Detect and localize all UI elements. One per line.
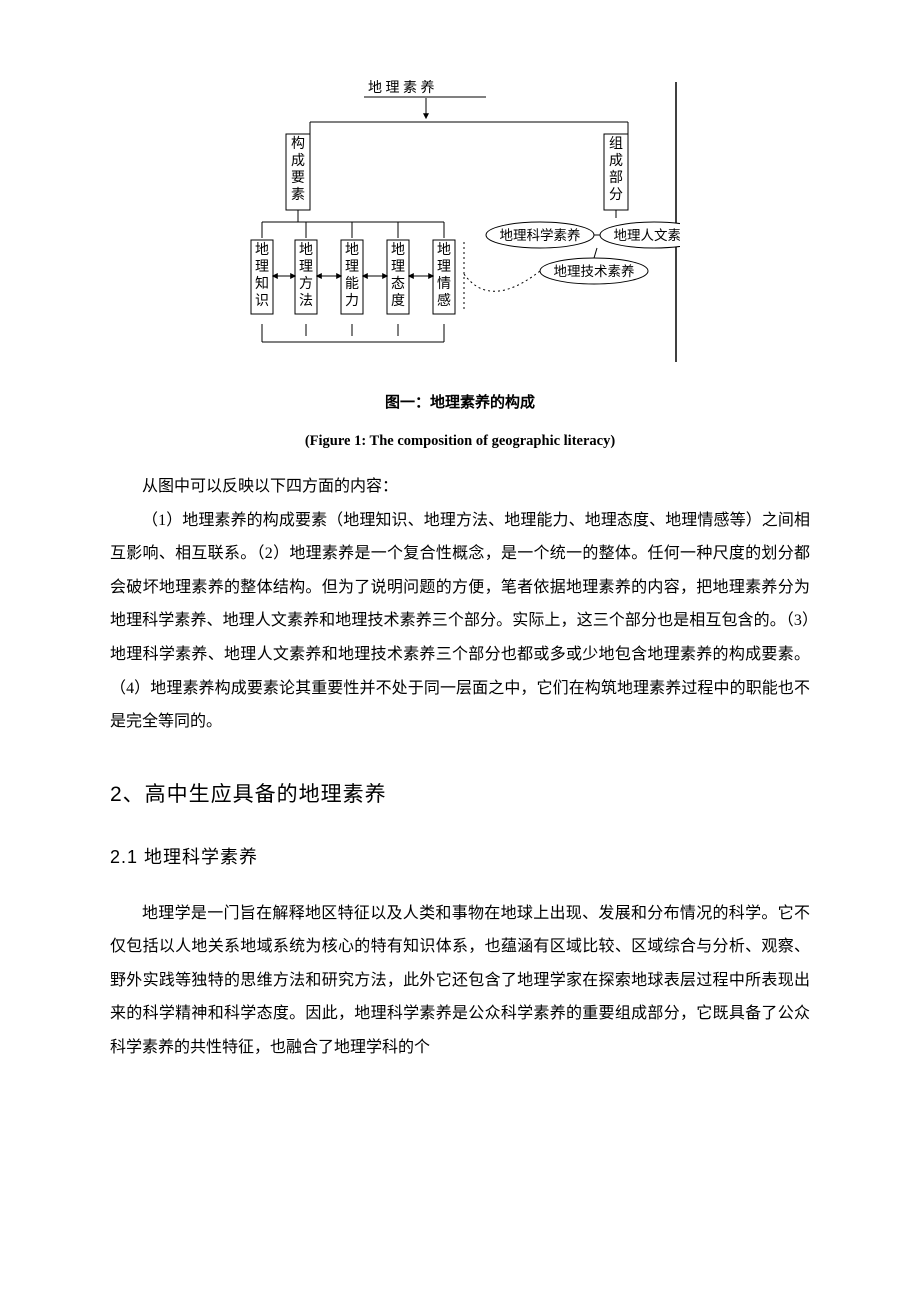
svg-text:地: 地 [391, 242, 405, 258]
section-paragraph: 地理学是一门旨在解释地区特征以及人类和事物在地球上出现、发展和分布情况的科学。它… [110, 897, 810, 1065]
diagram-container: 地 理 素 养构成要素组成部分地理知识地理方法地理能力地理态度地理情感地理科学素… [110, 80, 810, 370]
section-heading-2: 2、高中生应具备的地理素养 [110, 773, 810, 817]
svg-text:理: 理 [299, 260, 313, 275]
svg-text:地: 地 [299, 242, 313, 258]
svg-text:方: 方 [299, 276, 313, 292]
svg-text:地: 地 [255, 242, 269, 258]
svg-text:理: 理 [391, 260, 405, 275]
svg-text:部: 部 [609, 170, 623, 186]
composition-diagram: 地 理 素 养构成要素组成部分地理知识地理方法地理能力地理态度地理情感地理科学素… [240, 80, 680, 370]
svg-text:理: 理 [345, 260, 359, 275]
svg-text:感: 感 [437, 292, 451, 309]
figure-caption-en: (Figure 1: The composition of geographic… [110, 426, 810, 456]
svg-text:地 理 素 养: 地 理 素 养 [368, 80, 435, 96]
svg-text:情: 情 [437, 276, 451, 292]
svg-text:识: 识 [255, 293, 269, 309]
svg-text:地: 地 [437, 242, 451, 258]
svg-text:理: 理 [437, 260, 451, 275]
intro-line: 从图中可以反映以下四方面的内容： [110, 470, 810, 504]
svg-text:成: 成 [291, 153, 305, 169]
svg-text:理: 理 [255, 260, 269, 275]
svg-text:地理技术素养: 地理技术素养 [554, 264, 635, 279]
svg-text:能: 能 [345, 276, 359, 292]
svg-text:地理科学素养: 地理科学素养 [500, 228, 581, 243]
svg-text:态: 态 [391, 276, 405, 292]
svg-text:度: 度 [391, 293, 405, 309]
svg-text:分: 分 [609, 187, 623, 203]
svg-text:知: 知 [255, 275, 269, 292]
svg-text:地: 地 [345, 242, 359, 258]
subsection-heading-2-1: 2.1 地理科学素养 [110, 839, 810, 877]
figure-caption-cn: 图一：地理素养的构成 [110, 388, 810, 420]
svg-text:素: 素 [291, 187, 305, 203]
svg-text:成: 成 [609, 153, 623, 169]
svg-text:构: 构 [291, 136, 305, 152]
svg-text:组: 组 [609, 136, 623, 152]
svg-text:法: 法 [299, 293, 313, 309]
svg-text:地理人文素养: 地理人文素养 [614, 228, 681, 243]
body-paragraph: （1）地理素养的构成要素（地理知识、地理方法、地理能力、地理态度、地理情感等）之… [110, 504, 810, 739]
svg-text:力: 力 [345, 293, 359, 309]
svg-text:要: 要 [291, 171, 305, 186]
